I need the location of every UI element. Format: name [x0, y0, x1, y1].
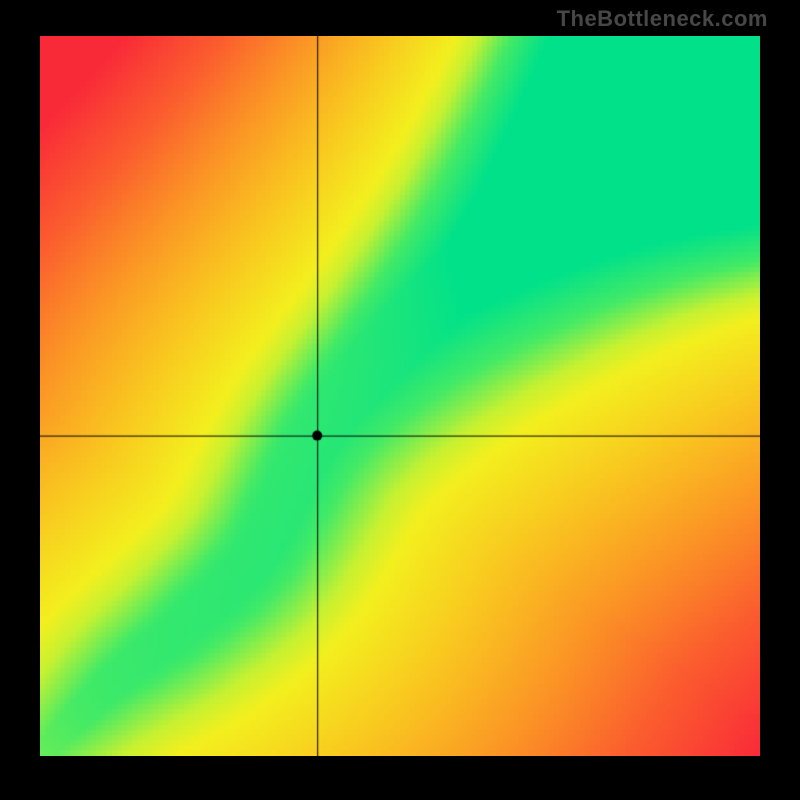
heatmap-canvas: [40, 36, 760, 756]
watermark-text: TheBottleneck.com: [557, 6, 768, 32]
bottleneck-heatmap: [40, 36, 760, 756]
